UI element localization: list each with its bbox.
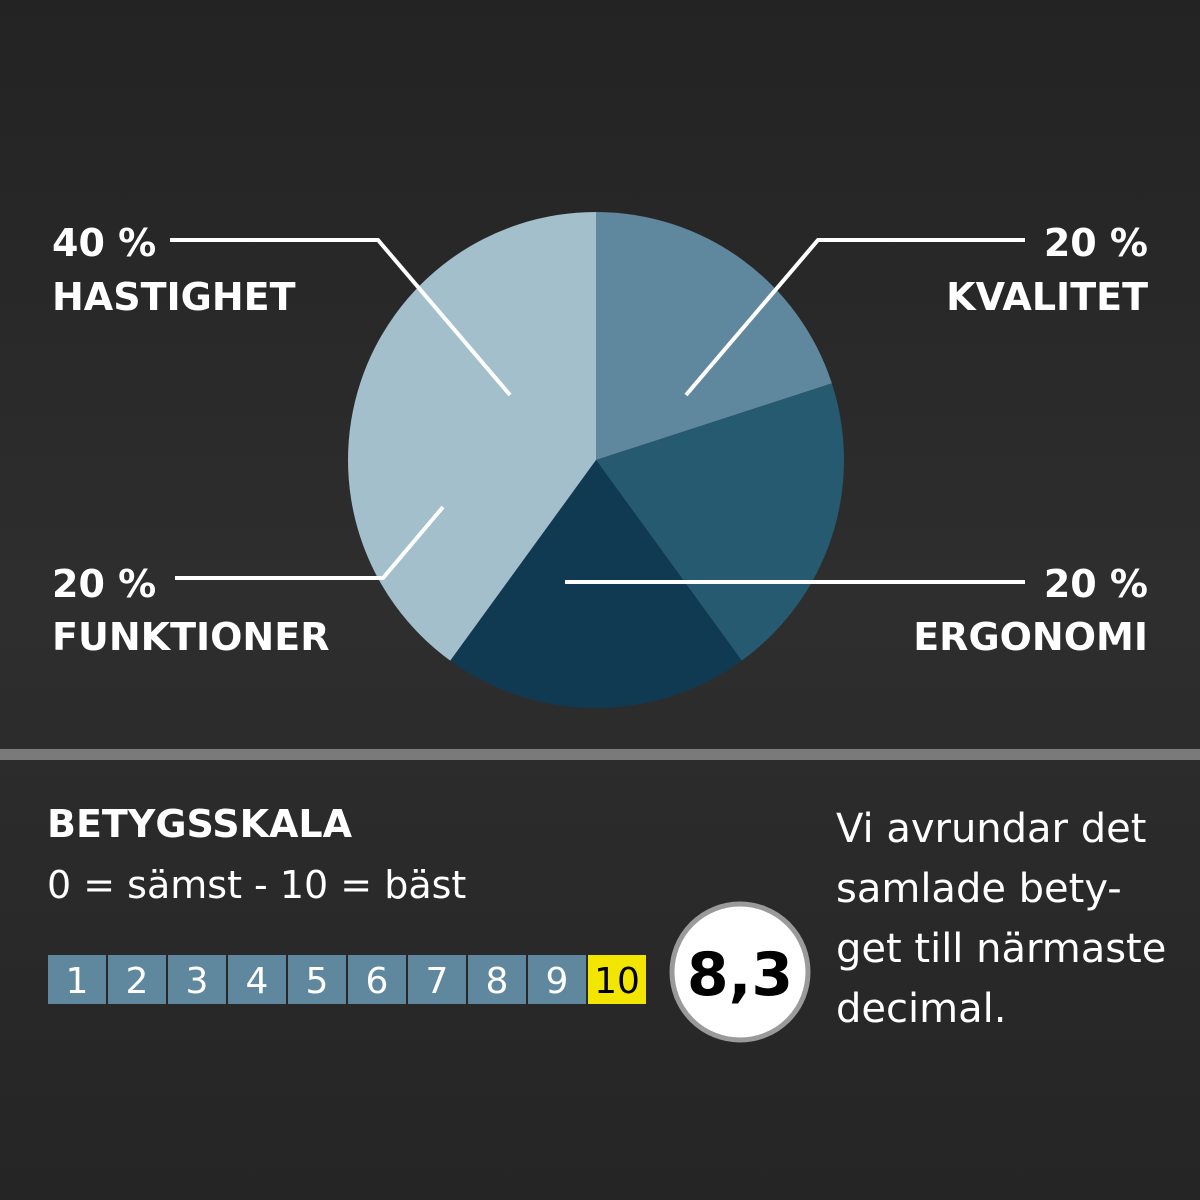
note: Vi avrundar det samlade bety-get till när… [836,806,1166,1032]
note-line: decimal. [836,986,1006,1032]
scale-step-label: 4 [246,961,269,1002]
scale-step-label: 1 [66,961,89,1002]
scale-step [588,955,646,1004]
score: 8,3 [687,940,793,1010]
scale-step-label: 10 [594,961,640,1002]
scale-step [528,955,586,1004]
scale-step [168,955,226,1004]
scale-bar: 1 2 3 4 5 6 7 8 9 10 [48,955,646,1004]
leader-line [170,238,512,397]
scale-step-label: 2 [126,961,149,1002]
scale-step-label: 8 [486,961,509,1002]
scale-step-label: 5 [306,961,329,1002]
scale-step [348,955,406,1004]
leader-line [684,238,1025,397]
pie-label: HASTIGHET [52,275,296,319]
scale-subtitle: 0 = sämst - 10 = bäst [47,863,466,907]
note-line: Vi avrundar det [836,806,1146,852]
scale-step-label: 6 [366,961,389,1002]
pie-value-label: 20 % [1044,221,1148,265]
pie-label: KVALITET [946,275,1148,319]
pie-value-label: 40 % [52,221,156,265]
scale-step-label: 7 [426,961,449,1002]
score-badge [669,901,811,1043]
divider [0,749,1200,760]
pie-label: FUNKTIONER [52,615,329,659]
pie [347,212,844,709]
scale-step [48,955,106,1004]
scale-step [228,955,286,1004]
pie-label: ERGONOMI [913,615,1148,659]
leader-line [175,505,445,580]
scale-step [408,955,466,1004]
pie-slice [450,460,742,709]
scale-step-label: 9 [546,961,569,1002]
scale-step [288,955,346,1004]
pie-value-label: 20 % [52,562,156,606]
pie-value-label: 20 % [1044,562,1148,606]
pie-slice [596,383,844,661]
scale-title: BETYGSSKALA [47,802,353,846]
scale-step [108,955,166,1004]
scale-step [468,955,526,1004]
note-line: get till närmaste [836,926,1166,972]
note-line: samlade bety- [836,866,1122,912]
scale-step-label: 3 [186,961,209,1002]
pie-slice [596,212,832,460]
